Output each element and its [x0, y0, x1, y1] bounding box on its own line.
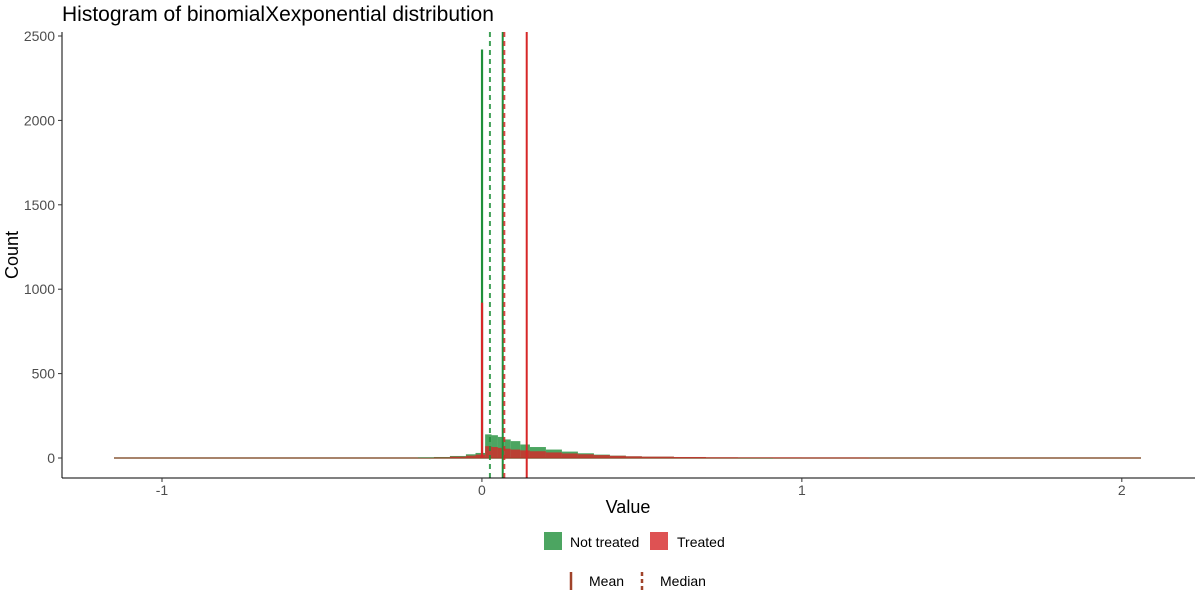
- bar-treated: [641, 456, 674, 458]
- bar-treated: [497, 447, 505, 458]
- chart-title: Histogram of binomialXexponential distri…: [62, 3, 494, 26]
- legend-swatch-treated: [650, 532, 668, 550]
- x-tick-label: -1: [156, 482, 169, 498]
- bar-treated: [801, 457, 866, 459]
- bar-treated: [705, 457, 738, 458]
- bar-treated: [520, 450, 530, 458]
- bar-treated: [673, 456, 706, 458]
- bar-not-treated: [769, 457, 773, 459]
- bar-treated: [491, 447, 498, 458]
- spike-bar-treated: [480, 302, 484, 458]
- axis-ticks: 0 500 1000 1500 2000 2500 -1 0 1 2: [24, 28, 1126, 498]
- bar-treated: [609, 455, 626, 458]
- legend-label-treated: Treated: [677, 534, 725, 550]
- bar-treated: [504, 448, 511, 458]
- bar-not-treated: [491, 435, 498, 458]
- bar-treated: [865, 457, 869, 459]
- bar-treated: [545, 452, 562, 458]
- spike-bar-not-treated: [480, 49, 484, 459]
- plot-area: [114, 32, 1141, 478]
- bar-treated: [485, 446, 492, 458]
- legend-fill: Not treated Treated: [544, 532, 725, 550]
- bar-treated: [593, 455, 610, 458]
- bar-treated: [475, 454, 486, 458]
- bar-treated: [510, 449, 521, 458]
- bar-treated: [529, 451, 546, 458]
- y-tick-label: 2500: [24, 28, 55, 44]
- x-tick-label: 1: [798, 482, 806, 498]
- bar-treated: [561, 453, 578, 458]
- y-tick-label: 0: [47, 450, 55, 466]
- legend-label-mean: Mean: [589, 573, 624, 589]
- x-tick-label: 0: [478, 482, 486, 498]
- y-tick-label: 1500: [24, 197, 55, 213]
- legend-label-median: Median: [660, 573, 706, 589]
- bar-treated: [449, 456, 466, 458]
- bar-not-treated: [417, 457, 434, 458]
- bar-treated: [737, 457, 802, 458]
- x-axis-label: Value: [606, 497, 651, 517]
- y-tick-label: 2000: [24, 112, 55, 128]
- bar-treated: [433, 457, 450, 458]
- bar-treated: [577, 454, 594, 458]
- y-tick-label: 500: [32, 366, 56, 382]
- bar-treated: [465, 455, 476, 458]
- x-tick-label: 2: [1118, 482, 1126, 498]
- bar-treated: [625, 456, 642, 458]
- bar-not-treated: [497, 436, 505, 458]
- legend-label-not-treated: Not treated: [570, 534, 639, 550]
- y-tick-label: 1000: [24, 281, 55, 297]
- legend-swatch-not-treated: [544, 532, 562, 550]
- y-axis-label: Count: [2, 231, 22, 279]
- legend-lines: Mean Median: [569, 572, 706, 590]
